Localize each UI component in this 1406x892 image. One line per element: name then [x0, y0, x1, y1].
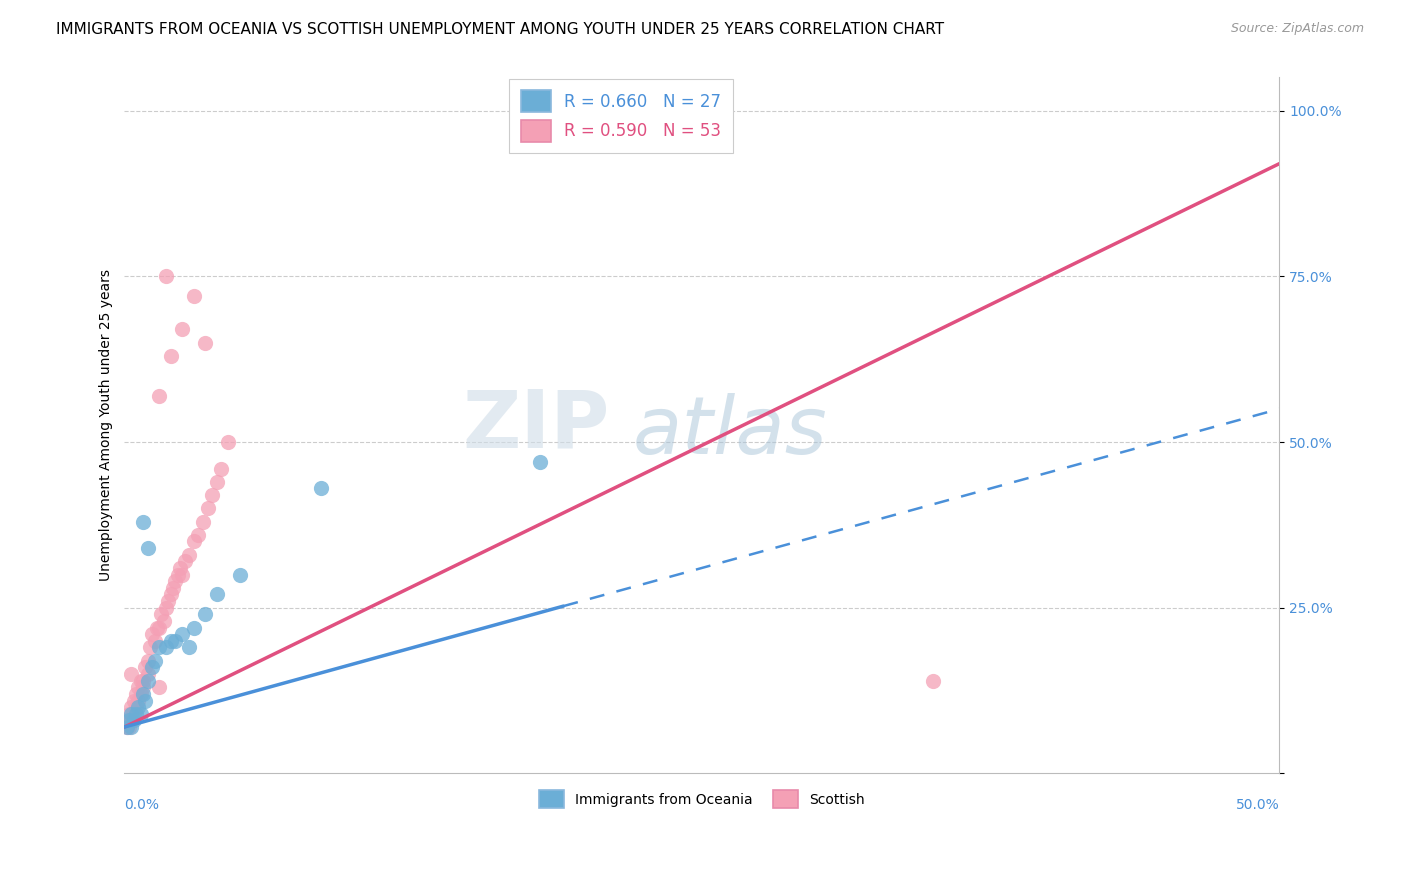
Text: Source: ZipAtlas.com: Source: ZipAtlas.com	[1230, 22, 1364, 36]
Point	[118, 706, 141, 721]
Point	[150, 607, 173, 622]
Point	[120, 706, 142, 721]
Point	[309, 482, 332, 496]
Point	[122, 706, 145, 721]
Point	[148, 621, 170, 635]
Point	[129, 673, 152, 688]
Point	[125, 687, 148, 701]
Point	[166, 567, 188, 582]
Point	[141, 660, 163, 674]
Text: 50.0%: 50.0%	[1236, 798, 1279, 813]
Point	[120, 667, 142, 681]
Point	[122, 693, 145, 707]
Point	[146, 621, 169, 635]
Point	[139, 640, 162, 655]
Point	[118, 714, 141, 728]
Point	[187, 528, 209, 542]
Text: atlas: atlas	[633, 393, 827, 471]
Point	[172, 627, 194, 641]
Point	[922, 673, 945, 688]
Point	[148, 640, 170, 655]
Point	[134, 693, 156, 707]
Point	[122, 714, 145, 728]
Point	[148, 389, 170, 403]
Point	[169, 561, 191, 575]
Point	[127, 700, 149, 714]
Point	[143, 633, 166, 648]
Point	[152, 614, 174, 628]
Point	[127, 693, 149, 707]
Point	[165, 633, 187, 648]
Y-axis label: Unemployment Among Youth under 25 years: Unemployment Among Youth under 25 years	[100, 269, 114, 582]
Point	[155, 640, 177, 655]
Point	[141, 627, 163, 641]
Point	[183, 289, 205, 303]
Point	[172, 567, 194, 582]
Point	[183, 534, 205, 549]
Text: ZIP: ZIP	[463, 386, 610, 465]
Point	[529, 455, 551, 469]
Legend: Immigrants from Oceania, Scottish: Immigrants from Oceania, Scottish	[531, 783, 872, 815]
Point	[155, 600, 177, 615]
Text: IMMIGRANTS FROM OCEANIA VS SCOTTISH UNEMPLOYMENT AMONG YOUTH UNDER 25 YEARS CORR: IMMIGRANTS FROM OCEANIA VS SCOTTISH UNEM…	[56, 22, 945, 37]
Point	[217, 435, 239, 450]
Point	[148, 680, 170, 694]
Point	[134, 660, 156, 674]
Point	[159, 349, 181, 363]
Point	[179, 548, 201, 562]
Point	[136, 654, 159, 668]
Point	[125, 706, 148, 721]
Point	[179, 640, 201, 655]
Point	[183, 621, 205, 635]
Point	[115, 720, 138, 734]
Text: 0.0%: 0.0%	[125, 798, 159, 813]
Point	[205, 475, 228, 489]
Point	[125, 700, 148, 714]
Point	[136, 541, 159, 555]
Point	[157, 594, 180, 608]
Point	[229, 567, 252, 582]
Point	[132, 680, 155, 694]
Point	[143, 654, 166, 668]
Point	[132, 515, 155, 529]
Point	[132, 687, 155, 701]
Point	[120, 720, 142, 734]
Point	[159, 587, 181, 601]
Point	[120, 714, 142, 728]
Point	[211, 461, 233, 475]
Point	[129, 706, 152, 721]
Point	[173, 554, 195, 568]
Point	[191, 515, 214, 529]
Point	[155, 269, 177, 284]
Point	[120, 700, 142, 714]
Point	[172, 322, 194, 336]
Point	[118, 720, 141, 734]
Point	[194, 607, 217, 622]
Point	[197, 501, 219, 516]
Point	[132, 673, 155, 688]
Point	[136, 667, 159, 681]
Point	[194, 335, 217, 350]
Point	[162, 581, 184, 595]
Point	[201, 488, 224, 502]
Point	[165, 574, 187, 589]
Point	[115, 720, 138, 734]
Point	[159, 633, 181, 648]
Point	[115, 714, 138, 728]
Point	[205, 587, 228, 601]
Point	[127, 680, 149, 694]
Point	[129, 687, 152, 701]
Point	[136, 673, 159, 688]
